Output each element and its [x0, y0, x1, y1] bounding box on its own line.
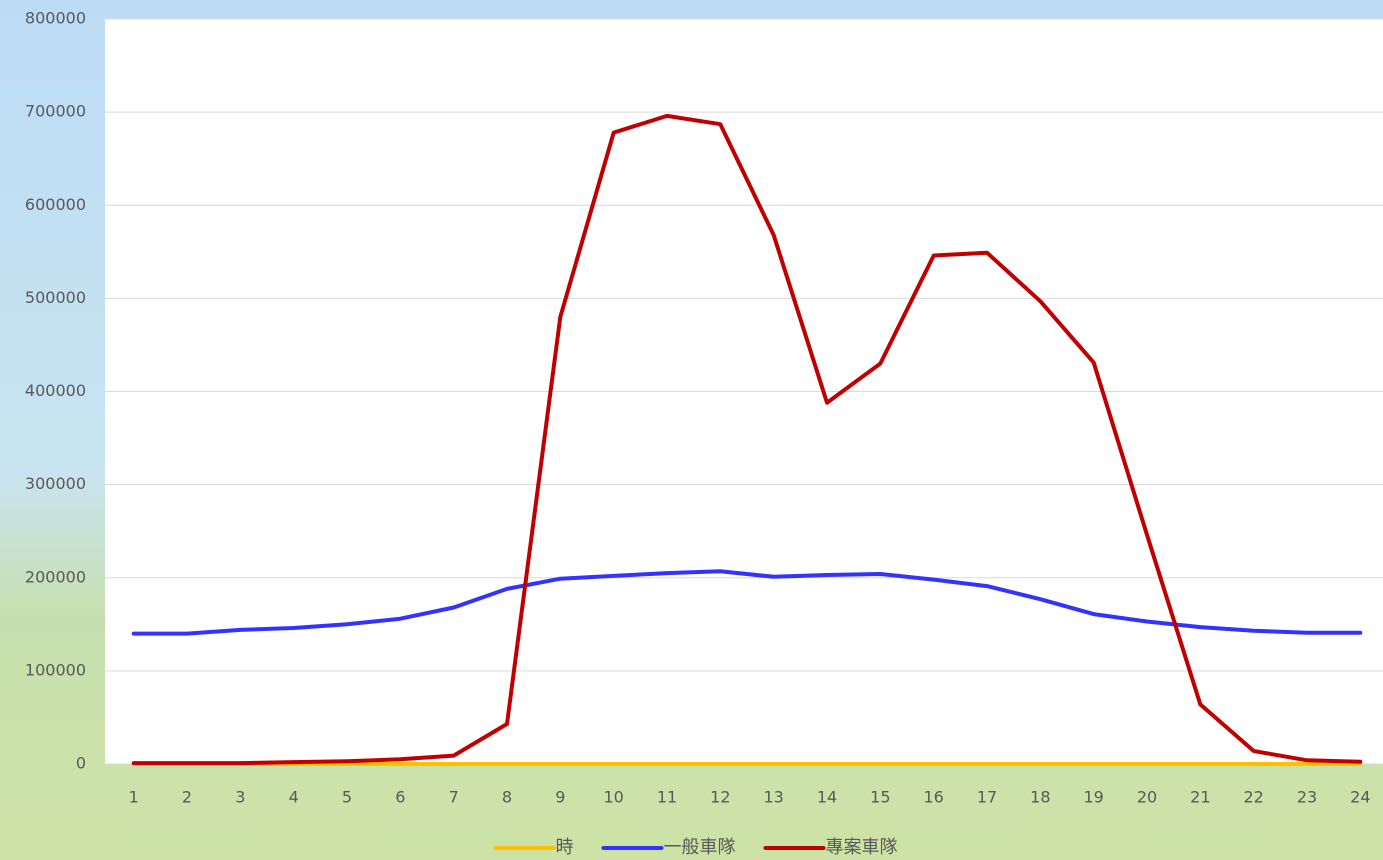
- x-tick-label: 16: [923, 788, 943, 807]
- x-tick-label: 4: [289, 788, 299, 807]
- y-tick-label: 0: [76, 754, 86, 773]
- x-tick-label: 17: [977, 788, 997, 807]
- y-tick-label: 300000: [25, 474, 86, 493]
- x-tick-label: 23: [1297, 788, 1317, 807]
- y-tick-label: 200000: [25, 567, 86, 586]
- x-tick-label: 1: [129, 788, 139, 807]
- legend-label: 時: [556, 837, 574, 858]
- x-tick-label: 10: [603, 788, 623, 807]
- y-tick-label: 700000: [25, 102, 86, 121]
- x-tick-label: 15: [870, 788, 890, 807]
- x-tick-label: 24: [1350, 788, 1370, 807]
- x-tick-label: 8: [502, 788, 512, 807]
- y-tick-label: 100000: [25, 660, 86, 679]
- legend-label: 專案車隊: [826, 837, 898, 858]
- x-tick-label: 11: [657, 788, 677, 807]
- x-tick-label: 7: [449, 788, 459, 807]
- x-tick-label: 12: [710, 788, 730, 807]
- y-tick-label: 800000: [25, 9, 86, 28]
- legend: 時 一般車隊 專案車隊: [496, 837, 898, 858]
- legend-label: 一般車隊: [664, 837, 736, 858]
- y-tick-label: 400000: [25, 381, 86, 400]
- x-tick-label: 19: [1083, 788, 1103, 807]
- chart: 時 一般車隊 專案車隊 0 100000 200000 300000 400000 50000…: [0, 0, 1383, 860]
- x-tick-label: 18: [1030, 788, 1050, 807]
- x-tick-label: 5: [342, 788, 352, 807]
- x-tick-label: 21: [1190, 788, 1210, 807]
- x-tick-label: 2: [182, 788, 192, 807]
- x-tick-label: 20: [1137, 788, 1157, 807]
- x-tick-label: 6: [395, 788, 405, 807]
- x-tick-label: 14: [817, 788, 837, 807]
- x-tick-label: 22: [1243, 788, 1263, 807]
- y-tick-label: 500000: [25, 288, 86, 307]
- y-tick-label: 600000: [25, 195, 86, 214]
- x-tick-label: 3: [235, 788, 245, 807]
- x-tick-label: 13: [763, 788, 783, 807]
- x-tick-label: 9: [555, 788, 565, 807]
